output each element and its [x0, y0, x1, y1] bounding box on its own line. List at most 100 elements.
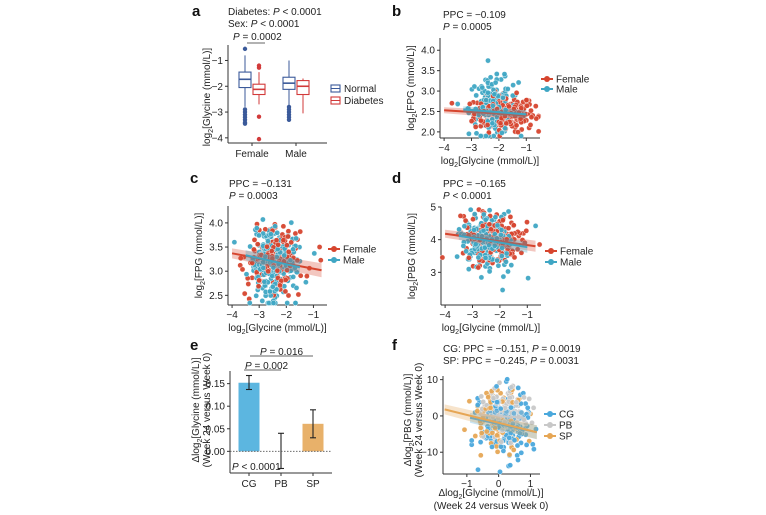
subscript: 2 [413, 282, 420, 286]
data-point-pb [513, 399, 520, 406]
data-point-cg [504, 376, 511, 383]
legend-label-female: Female [560, 247, 594, 258]
x-axis-label: log2[Glycine (mmol/L)] [228, 323, 327, 336]
data-point-female [518, 105, 525, 111]
legend-marker-pb [547, 422, 553, 428]
data-point-male [499, 245, 505, 251]
p-symbol: P [232, 462, 239, 473]
panel-b-letter: b [392, 3, 401, 20]
data-point-female [513, 90, 520, 96]
y-tick-label: −1 [212, 56, 224, 67]
p-symbol: P [245, 361, 252, 372]
y-tick-label: 2.0 [421, 127, 435, 138]
legend-label-female: Female [556, 75, 590, 86]
panel-f-stat-cg: CG: PPC = −0.151, P = 0.0019 [443, 344, 581, 355]
legend-label-diabetes: Diabetes [344, 96, 383, 107]
y-tick-label: 5 [430, 203, 436, 214]
y-tick-label: 3.0 [209, 267, 223, 278]
data-point-pb [499, 427, 506, 434]
data-point-female [239, 266, 246, 273]
data-point-female [528, 107, 534, 114]
data-point-female [255, 283, 262, 290]
panel-c-plot: 2.53.03.54.0−4 −3 −2 −1FemaleMalelog2[Glyci… [194, 206, 377, 336]
legend-label-male: Male [560, 258, 582, 269]
p-value: = 0.0002 [240, 32, 282, 43]
data-point-female [510, 222, 517, 228]
legend-label-female: Female [343, 245, 377, 256]
data-point-male [303, 279, 309, 286]
data-point-female [285, 248, 292, 255]
data-point-male [465, 266, 472, 272]
y-tick-label: 3.0 [421, 87, 435, 98]
data-point-cg [531, 446, 537, 452]
data-point-male [509, 92, 516, 99]
data-point-cg [497, 405, 504, 412]
box-outlier [242, 46, 248, 52]
data-point-male [483, 133, 489, 139]
subscript: 2 [454, 162, 458, 169]
panel-f-stat-sp: SP: PPC = −0.245, P = 0.0031 [443, 356, 579, 367]
y-tick-label: −2 [212, 82, 224, 93]
data-point-female [523, 227, 530, 234]
data-point-male [293, 235, 299, 242]
data-point-female [264, 243, 270, 250]
x-tick-label: −2 [493, 143, 505, 154]
x-tick-label: CG [242, 479, 257, 490]
data-point-female [282, 288, 289, 295]
x-tick-label: −3 [466, 143, 478, 154]
data-point-cg [474, 402, 481, 408]
data-point-female [285, 233, 291, 240]
data-point-pb [526, 396, 533, 402]
data-point-male [503, 258, 509, 265]
data-point-male [486, 207, 493, 213]
p-symbol: P [443, 22, 450, 33]
data-point-cg [507, 462, 514, 469]
data-point-sp [494, 448, 501, 455]
data-point-female [511, 106, 517, 112]
panel-e-plot: 0.00 0.05 0.10 0.15 CG PB SP [206, 371, 332, 490]
data-point-female [466, 101, 473, 107]
legend-marker-male [331, 257, 337, 263]
data-point-male [499, 287, 506, 293]
data-point-male [504, 86, 511, 92]
panel-f: f CG: PPC = −0.151, P = 0.0019 SP: PPC =… [392, 337, 581, 512]
data-point-female [295, 291, 302, 298]
data-point-female [527, 122, 534, 128]
legend-marker-female [331, 246, 337, 252]
data-point-male [293, 285, 300, 291]
data-point-female [500, 217, 506, 223]
data-point-male [493, 71, 500, 77]
x-tick-label: −1 [461, 479, 473, 490]
legend-label-male: Male [556, 85, 578, 96]
axis-label-text: [Glycine (mmol/L)] [459, 323, 540, 334]
subscript: 2 [459, 494, 463, 501]
x-tick-label: 0 [496, 479, 502, 490]
x-tick-label: −3 [467, 310, 479, 321]
p-value: = 0.0019 [539, 344, 581, 355]
y-tick-label: −10 [421, 448, 438, 459]
box-diabetes [296, 80, 310, 96]
data-point-female [515, 129, 521, 135]
stat-value: < 0.0001 [257, 19, 299, 30]
panel-d-letter: d [392, 170, 401, 187]
data-point-female [505, 225, 512, 231]
data-point-male [475, 254, 482, 261]
x-tick-label: −4 [438, 143, 450, 154]
data-point-male [231, 239, 238, 245]
p-symbol: P [532, 344, 539, 355]
stat-label: SP: PPC = −0.245, [443, 356, 530, 367]
x-tick-label: Female [235, 149, 269, 160]
data-point-male [284, 300, 291, 306]
data-point-female [277, 282, 283, 289]
box-outlier [256, 114, 262, 119]
y-tick-label: 0.00 [206, 447, 226, 458]
data-point-male [483, 97, 489, 103]
data-point-female [241, 290, 248, 297]
p-symbol: P [229, 191, 236, 202]
data-point-female [285, 292, 292, 299]
legend-label-normal: Normal [344, 84, 376, 95]
